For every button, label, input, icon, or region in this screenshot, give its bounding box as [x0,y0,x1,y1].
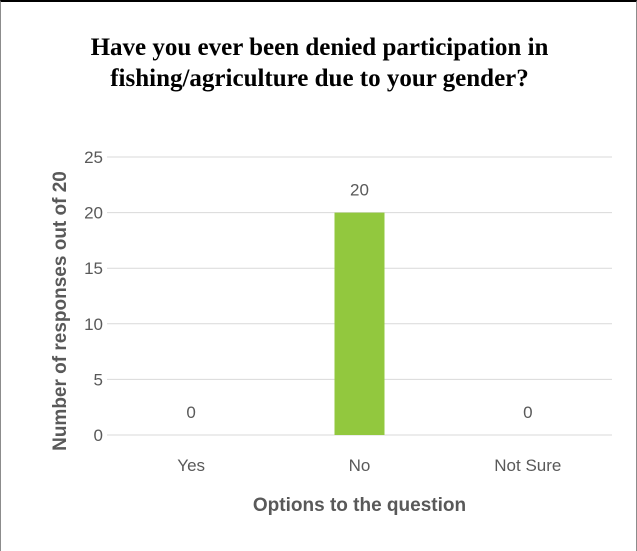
y-tick-label: 15 [84,259,103,278]
y-tick-label: 25 [84,148,103,167]
x-tick-label: Not Sure [494,456,561,475]
chart-title: Have you ever been denied participation … [90,34,549,92]
bar [334,212,385,435]
x-tick-label: No [349,456,371,475]
y-tick-label: 5 [94,370,103,389]
y-tick-label: 10 [84,315,103,334]
y-tick-label: 0 [94,426,103,445]
x-tick-label: Yes [177,456,205,475]
data-label: 0 [186,403,195,422]
bars [334,212,385,435]
y-axis-ticks: 0 5 10 15 20 25 [84,148,103,445]
data-label: 20 [350,181,369,200]
y-axis-title: Number of responses out of 20 [50,171,71,451]
x-axis-ticks: Yes No Not Sure [177,456,561,475]
x-axis-title: Options to the question [253,495,466,516]
y-tick-label: 20 [84,204,103,223]
data-label: 0 [523,403,532,422]
data-labels: 0 20 0 [186,181,532,422]
